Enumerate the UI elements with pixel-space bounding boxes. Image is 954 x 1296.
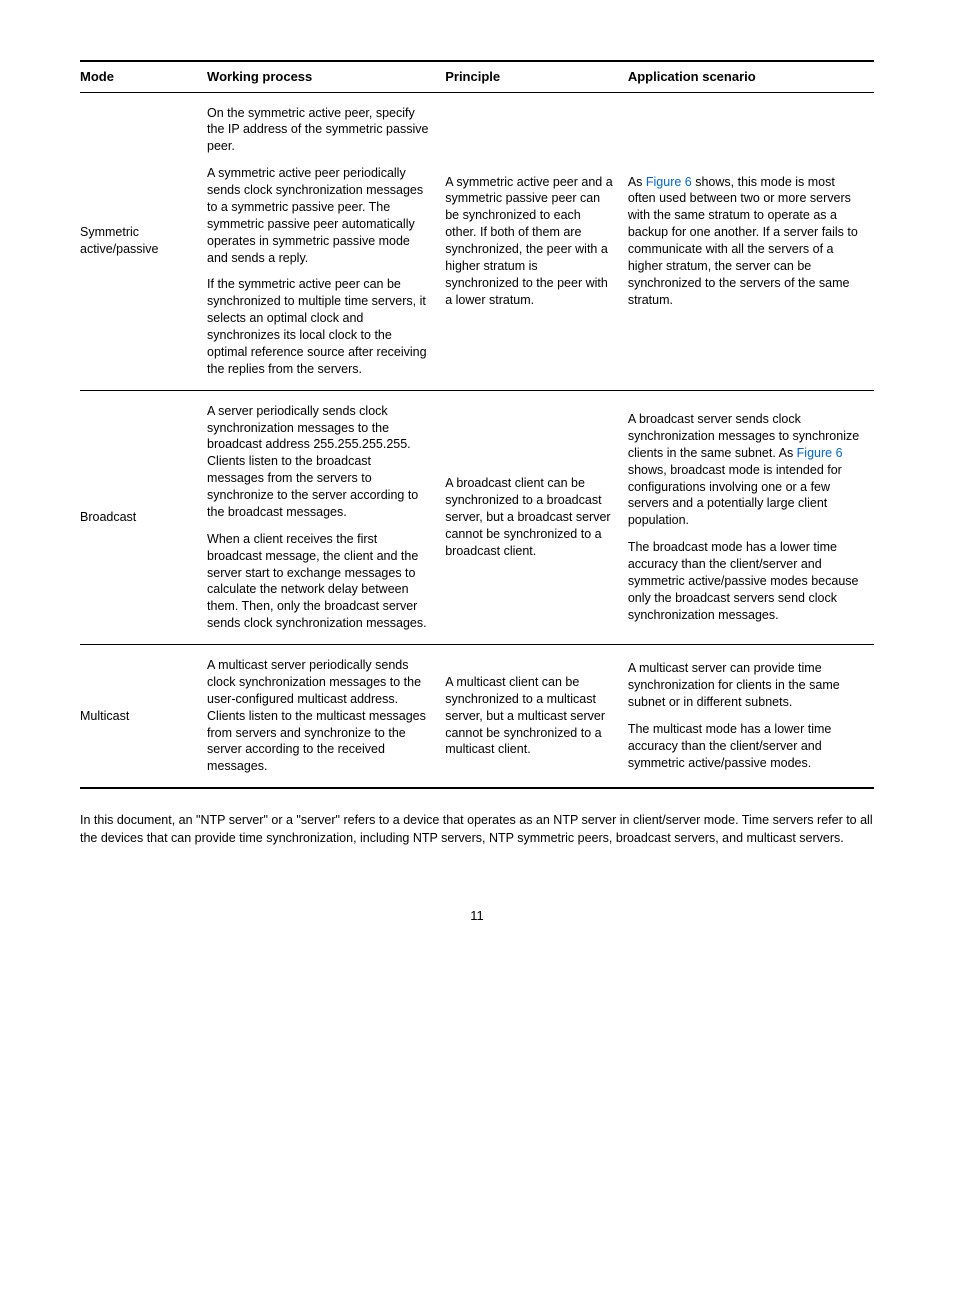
principle-paragraph: A multicast client can be synchronized t… <box>445 674 614 758</box>
cell-process: A multicast server periodically sends cl… <box>207 645 445 789</box>
figure-reference[interactable]: Figure 6 <box>797 446 843 460</box>
table-header-row: Mode Working process Principle Applicati… <box>80 61 874 92</box>
process-paragraph: On the symmetric active peer, specify th… <box>207 105 431 156</box>
table-row: Symmetric active/passiveOn the symmetric… <box>80 92 874 390</box>
cell-mode: Symmetric active/passive <box>80 92 207 390</box>
body-paragraph: In this document, an "NTP server" or a "… <box>80 811 874 847</box>
scenario-paragraph: As Figure 6 shows, this mode is most oft… <box>628 174 860 309</box>
cell-mode: Multicast <box>80 645 207 789</box>
cell-scenario: As Figure 6 shows, this mode is most oft… <box>628 92 874 390</box>
table-body: Symmetric active/passiveOn the symmetric… <box>80 92 874 788</box>
process-paragraph: A symmetric active peer periodically sen… <box>207 165 431 266</box>
scenario-paragraph: A broadcast server sends clock synchroni… <box>628 411 860 529</box>
cell-process: On the symmetric active peer, specify th… <box>207 92 445 390</box>
principle-paragraph: A symmetric active peer and a symmetric … <box>445 174 614 309</box>
cell-principle: A broadcast client can be synchronized t… <box>445 390 628 644</box>
process-paragraph: A multicast server periodically sends cl… <box>207 657 431 775</box>
col-header-process: Working process <box>207 61 445 92</box>
col-header-scenario: Application scenario <box>628 61 874 92</box>
scenario-paragraph: The broadcast mode has a lower time accu… <box>628 539 860 623</box>
ntp-modes-table: Mode Working process Principle Applicati… <box>80 60 874 789</box>
process-paragraph: When a client receives the first broadca… <box>207 531 431 632</box>
table-row: MulticastA multicast server periodically… <box>80 645 874 789</box>
figure-reference[interactable]: Figure 6 <box>646 175 692 189</box>
scenario-paragraph: The multicast mode has a lower time accu… <box>628 721 860 772</box>
table-row: BroadcastA server periodically sends clo… <box>80 390 874 644</box>
scenario-paragraph: A multicast server can provide time sync… <box>628 660 860 711</box>
cell-scenario: A multicast server can provide time sync… <box>628 645 874 789</box>
page-number: 11 <box>80 907 874 925</box>
cell-scenario: A broadcast server sends clock synchroni… <box>628 390 874 644</box>
cell-principle: A multicast client can be synchronized t… <box>445 645 628 789</box>
process-paragraph: A server periodically sends clock synchr… <box>207 403 431 521</box>
cell-mode: Broadcast <box>80 390 207 644</box>
cell-process: A server periodically sends clock synchr… <box>207 390 445 644</box>
col-header-principle: Principle <box>445 61 628 92</box>
col-header-mode: Mode <box>80 61 207 92</box>
principle-paragraph: A broadcast client can be synchronized t… <box>445 475 614 559</box>
cell-principle: A symmetric active peer and a symmetric … <box>445 92 628 390</box>
process-paragraph: If the symmetric active peer can be sync… <box>207 276 431 377</box>
